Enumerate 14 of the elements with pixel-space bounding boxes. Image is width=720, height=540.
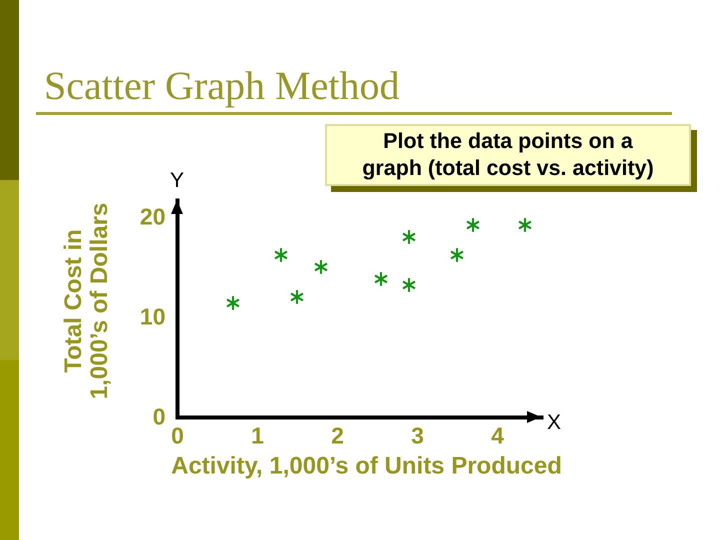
x-tick-label: 4 [491, 422, 504, 448]
y-tick-label: 10 [140, 304, 166, 330]
x-axis-title: Activity, 1,000’s of Units Produced [171, 452, 562, 480]
text: X [546, 411, 561, 434]
x-tick-label: 3 [411, 422, 424, 448]
x-tick-label: 1 [251, 422, 264, 448]
y-axis-title: Total Cost in 1,000’s of Dollars [60, 202, 113, 400]
x-tick-label: 2 [331, 422, 344, 448]
y-tick-label: 20 [140, 204, 166, 230]
text: Plot the data points on a graph (total cost vs. activity) [325, 124, 691, 186]
y-tick-label: 0 [152, 404, 166, 430]
text: Y [170, 169, 184, 192]
chart-title: Scatter Graph Method [44, 62, 400, 110]
x-tick-label: 0 [171, 422, 184, 448]
